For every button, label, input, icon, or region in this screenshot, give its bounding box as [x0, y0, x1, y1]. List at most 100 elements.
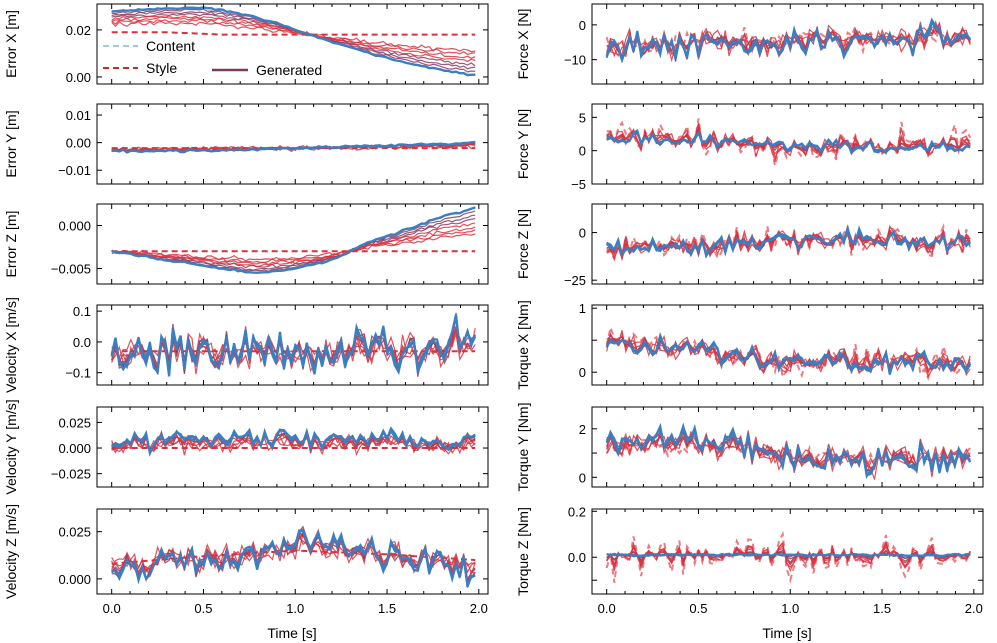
- y-tick-label: 5: [579, 110, 586, 125]
- y-tick-label: 1: [579, 301, 586, 316]
- x-tick-label: 1.5: [378, 601, 396, 616]
- x-axis-label-left: Time [s]: [267, 625, 316, 641]
- axes-frame: [96, 406, 489, 488]
- y-tick-label: 0.000: [58, 219, 91, 234]
- y-axis-label: Force Z [N]: [515, 209, 531, 279]
- y-tick-label: 0.2: [568, 504, 586, 519]
- plot-area: [605, 17, 972, 64]
- plot-area: [111, 140, 476, 154]
- y-axis-label: Force Y [N]: [515, 109, 531, 179]
- content-series-line: [111, 206, 476, 274]
- x-tick-label: 1.0: [286, 601, 304, 616]
- style-series-line: [605, 530, 972, 584]
- generated-series-line: [111, 433, 476, 457]
- content-series-line: [111, 6, 476, 77]
- axes-frame: [96, 304, 489, 386]
- y-tick-label: 0: [579, 470, 586, 485]
- y-axis-label: Velocity Z [m/s]: [3, 504, 19, 599]
- y-tick-label: −0.1: [65, 366, 91, 381]
- subplot-5: 0.000 −0.005 Error Z [m]: [3, 203, 489, 285]
- y-tick-label: 0.025: [58, 415, 91, 430]
- y-tick-label: 0.0: [568, 550, 586, 565]
- y-tick-label: −0.005: [51, 262, 91, 277]
- y-axis-label: Torque X [Nm]: [515, 300, 531, 389]
- content-series-line: [110, 315, 476, 377]
- subplot-9: 0.025 0.000 −0.025 Velocity Y [m/s]: [3, 399, 489, 495]
- y-tick-label: 0.01: [66, 108, 91, 123]
- plot-area: [605, 530, 972, 584]
- y-axis-label: Torque Z [Nm]: [515, 507, 531, 596]
- axes-frame: [591, 103, 984, 185]
- y-axis-label: Velocity Y [m/s]: [3, 399, 19, 494]
- y-tick-label: −25: [564, 273, 586, 288]
- y-tick-label: 0.1: [73, 304, 91, 319]
- subplot-3: 0.01 0.00 −0.01 Error Y [m]: [3, 103, 489, 185]
- x-tick-label: 2.0: [965, 601, 983, 616]
- axes-frame: [591, 3, 984, 85]
- plot-area: [111, 206, 476, 274]
- plot-area: [606, 118, 972, 166]
- y-axis-label: Torque Y [Nm]: [515, 403, 531, 492]
- y-tick-label: 2: [579, 422, 586, 437]
- x-tick-label: 1.5: [873, 601, 891, 616]
- axes-frame: [96, 203, 489, 285]
- generated-series-line: [111, 214, 476, 271]
- subplot-6: 0 −25 Force Z [N]: [515, 203, 984, 288]
- plot-area: [111, 6, 476, 77]
- legend-style-label: Style: [146, 60, 177, 76]
- y-tick-label: −0.01: [58, 163, 91, 178]
- plot-area: [110, 312, 477, 377]
- x-tick-label: 0.5: [194, 601, 212, 616]
- x-axis-label-right: Time [s]: [762, 625, 811, 641]
- y-tick-label: 0: [579, 365, 586, 380]
- y-tick-label: 0: [579, 144, 586, 159]
- axes-frame: [591, 406, 984, 488]
- axes-frame: [591, 304, 984, 386]
- generated-series-line: [111, 532, 476, 577]
- generated-series-line: [111, 530, 476, 583]
- y-tick-label: 0.00: [66, 136, 91, 151]
- style-series-line: [111, 31, 476, 36]
- content-series-line: [605, 423, 972, 479]
- content-series-line: [111, 140, 476, 154]
- axes-frame: [591, 203, 984, 285]
- subplot-8: 1 0 Torque X [Nm]: [515, 300, 984, 390]
- subplot-1: 0.00 0.02 Error X [m]: [3, 3, 489, 85]
- generated-series-line: [111, 222, 476, 268]
- generated-series-line: [111, 229, 476, 264]
- plot-area: [605, 422, 972, 480]
- generated-series-line: [111, 18, 476, 56]
- y-tick-label: 0: [579, 18, 586, 33]
- plot-area: [111, 426, 476, 457]
- y-tick-label: −10: [564, 53, 586, 68]
- y-tick-label: 0: [579, 226, 586, 241]
- style-series-line: [605, 433, 971, 470]
- generated-series-line: [111, 430, 476, 454]
- y-axis-label: Force X [N]: [515, 9, 531, 80]
- y-tick-label: 0.000: [58, 572, 91, 587]
- content-series-line: [606, 129, 971, 155]
- content-series-line: [111, 426, 476, 456]
- y-axis-label: Velocity X [m/s]: [3, 297, 19, 393]
- plot-area: [111, 525, 476, 588]
- content-series-line: [606, 333, 972, 375]
- plot-area: [605, 323, 972, 381]
- content-series-line: [605, 20, 972, 64]
- x-tick-label: 0.0: [598, 601, 616, 616]
- generated-series-line: [111, 532, 476, 575]
- content-series-line: [111, 528, 476, 588]
- x-tick-label: 0.5: [689, 601, 707, 616]
- y-tick-label: 0.00: [66, 70, 91, 85]
- subplot-11: 0.0 0.5 1.0 1.5 2.0 0.025 0.000 Velocity Z [m/s…: [3, 504, 489, 616]
- y-tick-label: 0.000: [58, 441, 91, 456]
- subplot-2: 0 −10 Force X [N]: [515, 3, 984, 85]
- generated-series-line: [606, 540, 971, 572]
- y-tick-label: −0.025: [51, 467, 91, 482]
- axes-frame: [591, 508, 984, 595]
- y-tick-label: −5: [571, 177, 586, 192]
- legend-content-label: Content: [146, 38, 195, 54]
- subplot-4: 5 0 −5 Force Y [N]: [515, 103, 984, 192]
- y-tick-label: 0.0: [73, 335, 91, 350]
- axes-frame: [96, 103, 489, 185]
- legend: Content Style Generated: [103, 38, 322, 78]
